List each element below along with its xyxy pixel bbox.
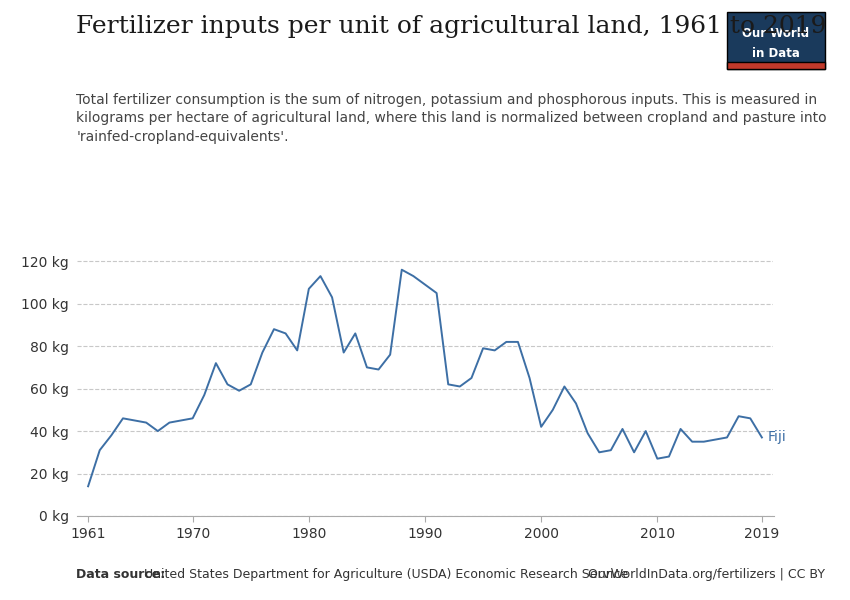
Text: Fiji: Fiji <box>768 430 786 445</box>
Text: Our World: Our World <box>742 27 809 40</box>
Text: Data source:: Data source: <box>76 568 166 581</box>
Text: Total fertilizer consumption is the sum of nitrogen, potassium and phosphorous i: Total fertilizer consumption is the sum … <box>76 93 827 144</box>
Text: United States Department for Agriculture (USDA) Economic Research Service: United States Department for Agriculture… <box>140 568 628 581</box>
Text: OurWorldInData.org/fertilizers | CC BY: OurWorldInData.org/fertilizers | CC BY <box>587 568 824 581</box>
FancyBboxPatch shape <box>727 62 824 69</box>
Text: in Data: in Data <box>751 47 800 59</box>
Text: Fertilizer inputs per unit of agricultural land, 1961 to 2019: Fertilizer inputs per unit of agricultur… <box>76 15 827 38</box>
FancyBboxPatch shape <box>727 12 824 69</box>
